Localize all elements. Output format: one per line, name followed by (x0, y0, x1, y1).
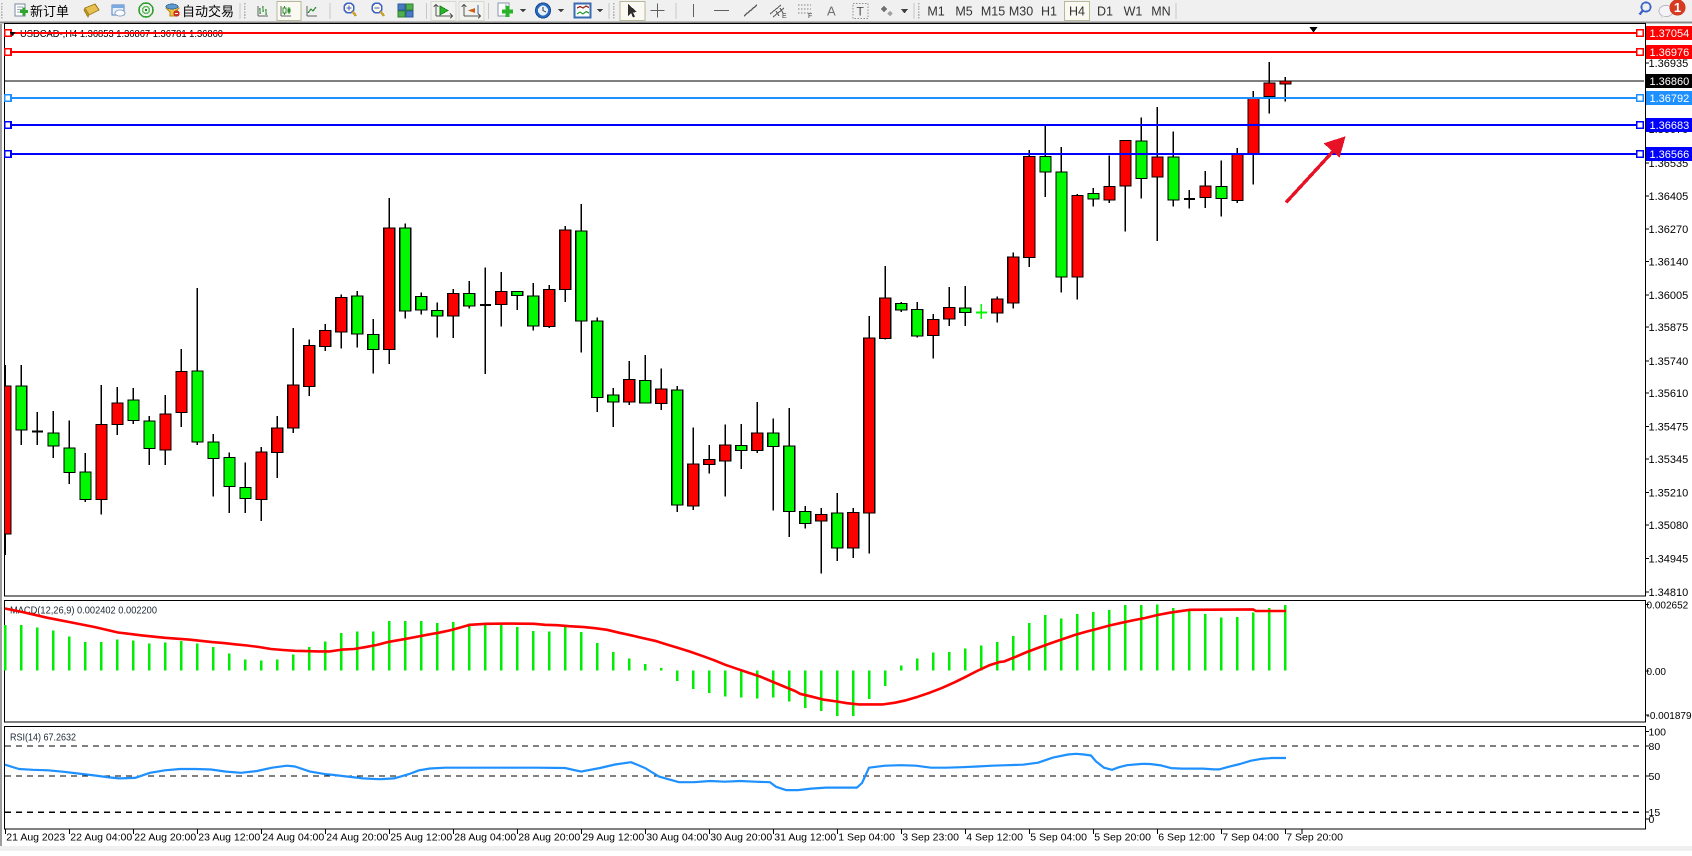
svg-text:新订单: 新订单 (30, 4, 69, 19)
svg-text:3 Sep 23:00: 3 Sep 23:00 (902, 832, 959, 844)
svg-text:28 Aug 20:00: 28 Aug 20:00 (518, 832, 580, 844)
svg-text:1.35875: 1.35875 (1649, 322, 1689, 334)
svg-text:T: T (857, 5, 865, 19)
svg-text:31 Aug 12:00: 31 Aug 12:00 (774, 832, 836, 844)
svg-text:1.36860: 1.36860 (1650, 76, 1690, 88)
svg-text:28 Aug 04:00: 28 Aug 04:00 (454, 832, 516, 844)
svg-text:1.36140: 1.36140 (1649, 257, 1689, 269)
svg-text:30 Aug 20:00: 30 Aug 20:00 (710, 832, 772, 844)
svg-text:24 Aug 20:00: 24 Aug 20:00 (326, 832, 388, 844)
svg-text:100: 100 (1649, 727, 1667, 739)
svg-text:15: 15 (1649, 807, 1661, 819)
svg-text:5 Sep 20:00: 5 Sep 20:00 (1094, 832, 1151, 844)
svg-text:W1: W1 (1124, 5, 1143, 19)
svg-text:1 Sep 04:00: 1 Sep 04:00 (838, 832, 895, 844)
svg-text:-0.001879: -0.001879 (1647, 711, 1692, 722)
svg-text:5 Sep 04:00: 5 Sep 04:00 (1030, 832, 1087, 844)
svg-text:1: 1 (1674, 0, 1681, 15)
svg-text:1.35345: 1.35345 (1649, 454, 1689, 466)
svg-text:25 Aug 12:00: 25 Aug 12:00 (390, 832, 452, 844)
svg-text:1.36683: 1.36683 (1650, 120, 1690, 132)
svg-text:1.34945: 1.34945 (1649, 554, 1689, 566)
svg-text:1.36270: 1.36270 (1649, 224, 1689, 236)
svg-text:80: 80 (1649, 741, 1661, 753)
svg-text:0.00: 0.00 (1647, 667, 1667, 678)
svg-text:1.35210: 1.35210 (1649, 488, 1689, 500)
svg-text:30 Aug 04:00: 30 Aug 04:00 (646, 832, 708, 844)
svg-text:M30: M30 (1009, 5, 1033, 19)
svg-text:21 Aug 2023: 21 Aug 2023 (6, 832, 65, 844)
svg-text:MACD(12,26,9) 0.002402 0.00220: MACD(12,26,9) 0.002402 0.002200 (10, 605, 157, 617)
svg-text:7 Sep 04:00: 7 Sep 04:00 (1222, 832, 1279, 844)
svg-text:1.36405: 1.36405 (1649, 191, 1689, 203)
svg-text:F: F (808, 13, 812, 20)
svg-text:1.35080: 1.35080 (1649, 520, 1689, 532)
svg-text:D1: D1 (1097, 5, 1113, 19)
svg-text:1.35475: 1.35475 (1649, 422, 1689, 434)
svg-text:22 Aug 20:00: 22 Aug 20:00 (134, 832, 196, 844)
svg-text:1.35740: 1.35740 (1649, 356, 1689, 368)
svg-text:1.36566: 1.36566 (1650, 149, 1690, 161)
svg-text:M5: M5 (955, 5, 972, 19)
svg-text:29 Aug 12:00: 29 Aug 12:00 (582, 832, 644, 844)
svg-text:23 Aug 12:00: 23 Aug 12:00 (198, 832, 260, 844)
svg-text:A: A (827, 4, 836, 19)
svg-text:M15: M15 (981, 5, 1005, 19)
svg-text:4 Sep 12:00: 4 Sep 12:00 (966, 832, 1023, 844)
svg-text:1.35610: 1.35610 (1649, 388, 1689, 400)
svg-text:1.36976: 1.36976 (1650, 47, 1690, 59)
svg-text:24 Aug 04:00: 24 Aug 04:00 (262, 832, 324, 844)
svg-text:22 Aug 04:00: 22 Aug 04:00 (70, 832, 132, 844)
svg-text:50: 50 (1649, 771, 1661, 783)
svg-text:0.002652: 0.002652 (1647, 601, 1689, 612)
svg-text:6 Sep 12:00: 6 Sep 12:00 (1158, 832, 1215, 844)
svg-text:1.36792: 1.36792 (1650, 93, 1690, 105)
svg-text:RSI(14) 67.2632: RSI(14) 67.2632 (10, 732, 76, 744)
svg-text:H1: H1 (1041, 5, 1057, 19)
svg-text:H4: H4 (1069, 5, 1085, 19)
svg-text:MN: MN (1151, 5, 1170, 19)
svg-text:M1: M1 (927, 5, 944, 19)
svg-text:1.34810: 1.34810 (1649, 587, 1689, 599)
svg-text:E: E (782, 13, 787, 20)
svg-text:自动交易: 自动交易 (182, 4, 234, 19)
svg-text:1.36005: 1.36005 (1649, 290, 1689, 302)
svg-text:0: 0 (1649, 814, 1655, 826)
svg-text:1.37054: 1.37054 (1650, 28, 1690, 40)
svg-text:7 Sep 20:00: 7 Sep 20:00 (1286, 832, 1343, 844)
svg-text:1.36935: 1.36935 (1649, 58, 1689, 70)
